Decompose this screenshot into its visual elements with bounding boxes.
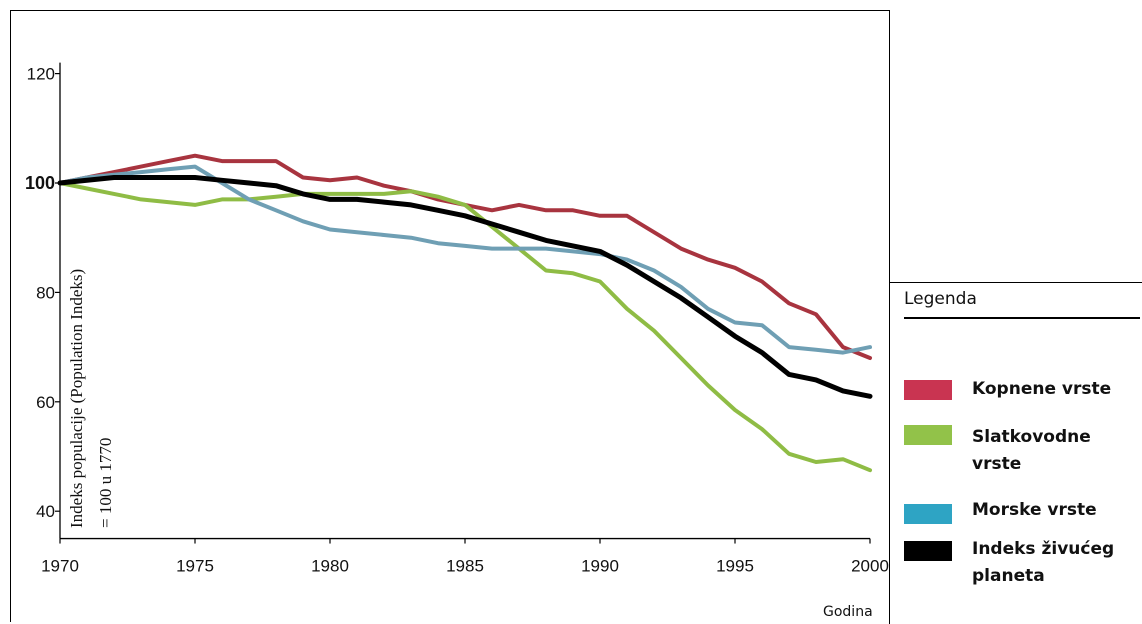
legend-swatch-kopnene — [904, 380, 952, 400]
y-tick-label: 40 — [36, 502, 55, 521]
legend-swatch-slatkovodne — [904, 425, 952, 445]
x-tick-label: 1995 — [716, 557, 754, 576]
legend-label-slatkovodne: Slatkovodne vrste — [972, 424, 1137, 478]
axes: 40 60 80 100 120 1970 1975 1980 1985 1990 1995 2000 — [25, 62, 889, 576]
x-tick-label: 1980 — [311, 557, 349, 576]
labels-layer: Indeks populacije (Population Indeks) = … — [67, 269, 873, 620]
y-tick-label: 60 — [36, 393, 55, 412]
legend-label-slatkovodne-line2: vrste — [972, 454, 1022, 474]
legend-label-kopnene-line1: Kopnene vrste — [972, 379, 1112, 399]
x-tick-label: 1985 — [446, 557, 484, 576]
legend-swatch-indeks — [904, 541, 952, 561]
legend-divider — [904, 317, 1140, 319]
series-morske-line — [58, 164, 872, 355]
legend-label-indeks-line1: Indeks živućeg — [972, 539, 1115, 559]
legend-label-morske: Morske vrste — [972, 497, 1137, 524]
y-tick-label: 80 — [36, 283, 55, 302]
series-layer — [57, 153, 873, 473]
legend-label-indeks-line2: planeta — [972, 566, 1045, 586]
legend-label-indeks: Indeks živućeg planeta — [972, 536, 1137, 590]
y-axis-label-line2: = 100 u 1770 — [96, 438, 115, 528]
legend-title: Legenda — [904, 289, 977, 309]
y-tick-label: 120 — [27, 65, 55, 84]
legend: Legenda Kopnene vrste Slatkovodne vrste … — [889, 282, 1142, 624]
x-tick-label: 1970 — [41, 557, 79, 576]
series-kopnene-line — [58, 153, 872, 360]
series-indeks-line — [57, 175, 873, 399]
legend-swatch-morske — [904, 504, 952, 524]
y-axis-label-line1: Indeks populacije (Population Indeks) — [67, 269, 86, 528]
legend-label-kopnene: Kopnene vrste — [972, 376, 1137, 403]
x-axis-label: Godina — [823, 604, 873, 620]
legend-label-morske-line1: Morske vrste — [972, 500, 1097, 520]
x-tick-label: 1990 — [581, 557, 619, 576]
x-tick-label: 1975 — [176, 557, 214, 576]
series-slatkovodne-line — [58, 181, 872, 473]
x-tick-label: 2000 — [851, 557, 889, 576]
y-tick-label: 100 — [25, 173, 55, 193]
legend-label-slatkovodne-line1: Slatkovodne — [972, 427, 1091, 447]
